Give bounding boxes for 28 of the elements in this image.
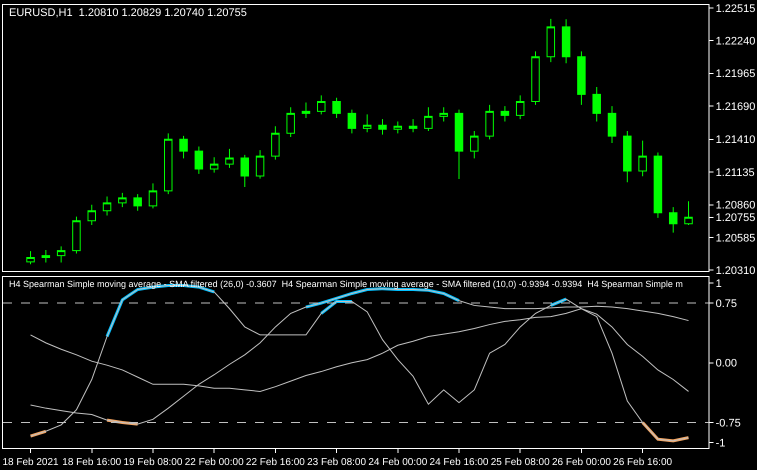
y-tick-label: 1.21410	[716, 134, 756, 146]
x-tick-label: 24 Feb 16:00	[430, 457, 489, 468]
x-tick-label: 26 Feb 00:00	[552, 457, 612, 468]
chart-title: H4 Spearman Simple moving average - SMA filtered (26,0) -0.3607 H4 Spearman Simple moving average - SMA filtered (10,0) -0.9394 -0.9394 H4 Spearman Simple m	[9, 279, 683, 289]
y-tick-label: 1.21135	[716, 166, 755, 179]
x-tick-label: 26 Feb 16:00	[613, 457, 673, 468]
x-tick-label: 25 Feb 08:00	[490, 457, 550, 468]
x-tick-label: 22 Feb 00:00	[184, 457, 244, 468]
y-tick-label: 1.20755	[716, 212, 756, 224]
x-tick-label: 22 Feb 16:00	[246, 457, 306, 468]
y-tick-label: 1.22240	[716, 36, 756, 48]
y-tick-label: 1	[716, 278, 722, 290]
y-tick-label: -1	[716, 437, 726, 450]
y-tick-label: -0.75	[716, 417, 741, 430]
chart-title: EURUSD,H1 1.20810 1.20829 1.20740 1.20755	[9, 7, 247, 19]
y-tick-label: 1.21690	[716, 100, 756, 113]
x-tick-label: 24 Feb 00:00	[368, 457, 428, 468]
x-tick-label: 18 Feb 2021	[2, 457, 60, 468]
y-tick-label: 1.20860	[716, 200, 756, 212]
y-tick-label: 0.00	[716, 358, 738, 370]
y-tick-label: 1.22515	[716, 2, 756, 15]
x-tick-label: 19 Feb 08:00	[123, 457, 183, 468]
y-tick-label: 1.21965	[716, 68, 756, 80]
x-tick-label: 23 Feb 08:00	[307, 457, 366, 468]
x-tick-label: 18 Feb 16:00	[62, 457, 122, 468]
y-tick-label: 1.20585	[716, 232, 756, 244]
y-tick-label: 1.20310	[716, 265, 756, 278]
y-tick-label: 0.75	[716, 298, 738, 310]
